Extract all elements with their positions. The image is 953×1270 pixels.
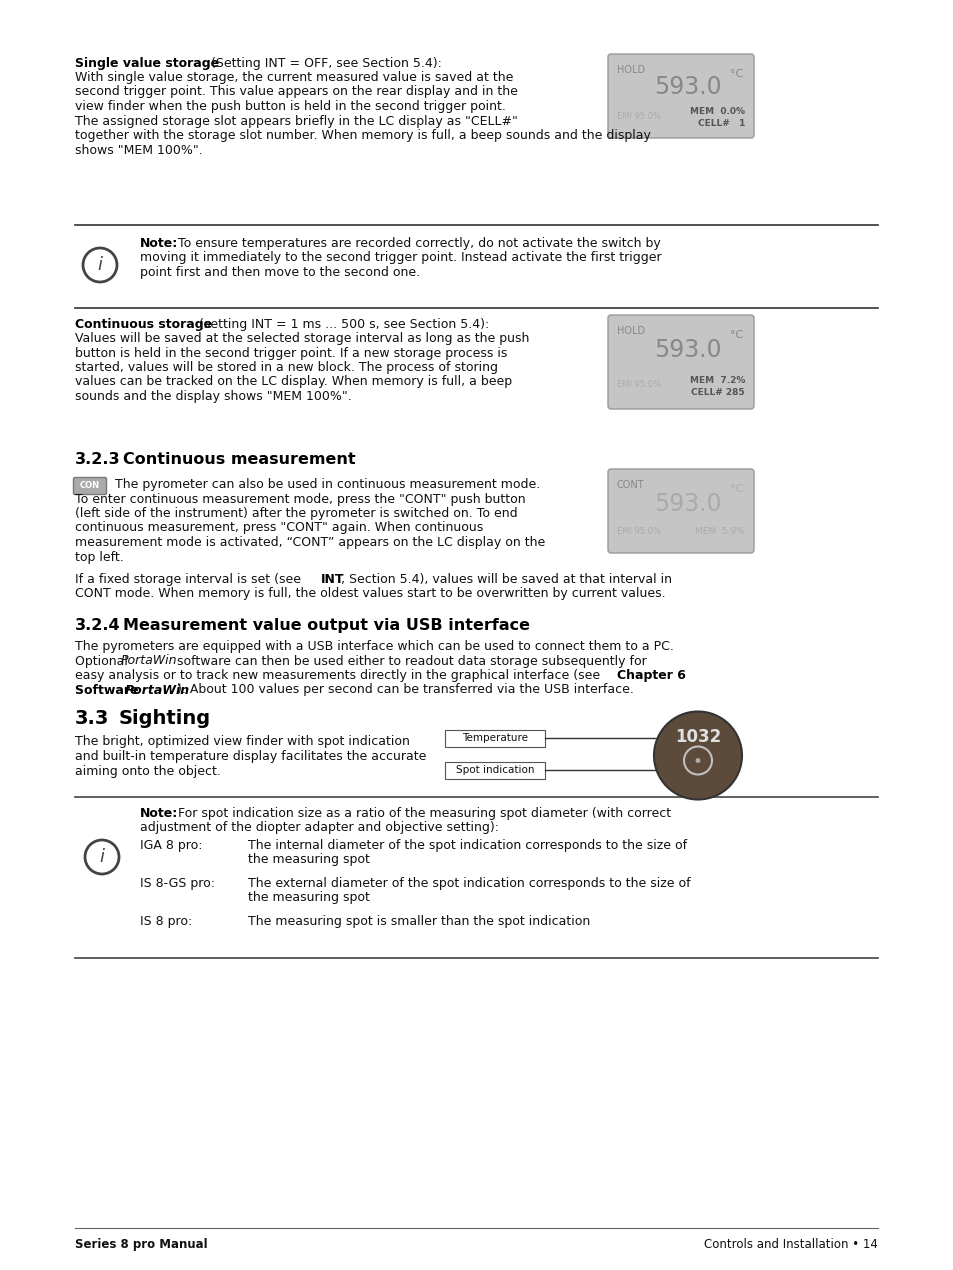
Text: continuous measurement, press "CONT" again. When continuous: continuous measurement, press "CONT" aga…	[75, 522, 483, 535]
Text: adjustment of the diopter adapter and objective setting):: adjustment of the diopter adapter and ob…	[140, 822, 498, 834]
Text: Measurement value output via USB interface: Measurement value output via USB interfa…	[123, 618, 530, 632]
FancyBboxPatch shape	[444, 729, 544, 747]
Text: CELL#   1: CELL# 1	[697, 119, 744, 128]
Text: INT: INT	[320, 573, 344, 585]
Text: The measuring spot is smaller than the spot indication: The measuring spot is smaller than the s…	[248, 914, 590, 928]
Text: CONT mode. When memory is full, the oldest values start to be overwritten by cur: CONT mode. When memory is full, the olde…	[75, 588, 665, 601]
Text: HOLD: HOLD	[617, 326, 644, 337]
Text: top left.: top left.	[75, 550, 124, 564]
Text: second trigger point. This value appears on the rear display and in the: second trigger point. This value appears…	[75, 85, 517, 99]
Text: Continuous storage: Continuous storage	[75, 318, 212, 331]
Text: 593.0: 593.0	[654, 75, 721, 99]
Text: ). About 100 values per second can be transferred via the USB interface.: ). About 100 values per second can be tr…	[177, 683, 633, 696]
Text: moving it immediately to the second trigger point. Instead activate the first tr: moving it immediately to the second trig…	[140, 251, 661, 264]
Text: together with the storage slot number. When memory is full, a beep sounds and th: together with the storage slot number. W…	[75, 130, 650, 142]
Text: Controls and Installation • 14: Controls and Installation • 14	[703, 1238, 877, 1251]
FancyBboxPatch shape	[444, 762, 544, 779]
Text: sounds and the display shows "MEM 100%".: sounds and the display shows "MEM 100%".	[75, 390, 352, 403]
Text: Spot indication: Spot indication	[456, 765, 534, 775]
Text: Note:: Note:	[140, 237, 178, 250]
Text: i: i	[97, 257, 102, 274]
Text: Chapter 6: Chapter 6	[617, 669, 685, 682]
Circle shape	[695, 758, 700, 763]
Text: To enter continuous measurement mode, press the "CONT" push button: To enter continuous measurement mode, pr…	[75, 493, 525, 505]
Text: With single value storage, the current measured value is saved at the: With single value storage, the current m…	[75, 71, 513, 84]
Text: Note:: Note:	[140, 806, 178, 820]
Text: Optional: Optional	[75, 654, 132, 668]
Text: MEM  7.2%: MEM 7.2%	[689, 376, 744, 385]
Text: PortaWin: PortaWin	[121, 654, 177, 668]
Text: shows "MEM 100%".: shows "MEM 100%".	[75, 144, 203, 156]
Text: Temperature: Temperature	[461, 733, 527, 743]
Text: (Setting INT = OFF, see Section 5.4):: (Setting INT = OFF, see Section 5.4):	[207, 57, 441, 70]
Text: EMI 95.0%: EMI 95.0%	[617, 527, 660, 536]
Text: Software: Software	[75, 683, 143, 696]
Text: 1032: 1032	[674, 729, 720, 747]
FancyBboxPatch shape	[73, 478, 107, 494]
FancyBboxPatch shape	[607, 469, 753, 552]
Text: point first and then move to the second one.: point first and then move to the second …	[140, 265, 419, 279]
Text: °C: °C	[729, 330, 742, 340]
Text: view finder when the push button is held in the second trigger point.: view finder when the push button is held…	[75, 100, 505, 113]
Text: (setting INT = 1 ms ... 500 s, see Section 5.4):: (setting INT = 1 ms ... 500 s, see Secti…	[194, 318, 489, 331]
Text: The assigned storage slot appears briefly in the LC display as "CELL#": The assigned storage slot appears briefl…	[75, 114, 517, 127]
Text: 3.2.3: 3.2.3	[75, 452, 120, 467]
Text: software can then be used either to readout data storage subsequently for: software can then be used either to read…	[172, 654, 646, 668]
Text: 3.2.4: 3.2.4	[75, 618, 120, 632]
Text: and built-in temperature display facilitates the accurate: and built-in temperature display facilit…	[75, 751, 426, 763]
Text: CELL# 285: CELL# 285	[691, 389, 744, 398]
Text: Sighting: Sighting	[119, 710, 211, 729]
Text: 3.3: 3.3	[75, 710, 110, 729]
Circle shape	[654, 711, 741, 800]
Text: For spot indication size as a ratio of the measuring spot diameter (with correct: For spot indication size as a ratio of t…	[173, 806, 670, 820]
Text: (left side of the instrument) after the pyrometer is switched on. To end: (left side of the instrument) after the …	[75, 507, 517, 519]
Text: IS 8 pro:: IS 8 pro:	[140, 914, 193, 928]
Text: aiming onto the object.: aiming onto the object.	[75, 765, 221, 777]
Text: easy analysis or to track new measurements directly in the graphical interface (: easy analysis or to track new measuremen…	[75, 669, 603, 682]
Text: MEM  0.0%: MEM 0.0%	[689, 107, 744, 116]
Text: , Section 5.4), values will be saved at that interval in: , Section 5.4), values will be saved at …	[340, 573, 671, 585]
Text: CON: CON	[80, 481, 100, 490]
Text: CONT: CONT	[617, 480, 644, 490]
Text: The internal diameter of the spot indication corresponds to the size of: The internal diameter of the spot indica…	[248, 839, 686, 852]
Text: Single value storage: Single value storage	[75, 57, 219, 70]
Text: The bright, optimized view finder with spot indication: The bright, optimized view finder with s…	[75, 735, 410, 748]
Text: IGA 8 pro:: IGA 8 pro:	[140, 839, 202, 852]
Text: To ensure temperatures are recorded correctly, do not activate the switch by: To ensure temperatures are recorded corr…	[173, 237, 660, 250]
Text: i: i	[99, 848, 105, 866]
Text: IS 8-GS pro:: IS 8-GS pro:	[140, 878, 214, 890]
Text: °C: °C	[729, 69, 742, 79]
Text: Continuous measurement: Continuous measurement	[123, 452, 355, 467]
Text: The pyrometers are equipped with a USB interface which can be used to connect th: The pyrometers are equipped with a USB i…	[75, 640, 673, 653]
Text: Series 8 pro Manual: Series 8 pro Manual	[75, 1238, 208, 1251]
Text: the measuring spot: the measuring spot	[248, 853, 370, 866]
Text: button is held in the second trigger point. If a new storage process is: button is held in the second trigger poi…	[75, 347, 507, 359]
Text: 593.0: 593.0	[654, 338, 721, 362]
Text: Values will be saved at the selected storage interval as long as the push: Values will be saved at the selected sto…	[75, 331, 529, 345]
Text: The external diameter of the spot indication corresponds to the size of: The external diameter of the spot indica…	[248, 878, 690, 890]
FancyBboxPatch shape	[607, 315, 753, 409]
Text: measurement mode is activated, “CONT” appears on the LC display on the: measurement mode is activated, “CONT” ap…	[75, 536, 545, 549]
Text: values can be tracked on the LC display. When memory is full, a beep: values can be tracked on the LC display.…	[75, 376, 512, 389]
Text: MEM  5.9%: MEM 5.9%	[695, 527, 744, 536]
Text: started, values will be stored in a new block. The process of storing: started, values will be stored in a new …	[75, 361, 497, 373]
Text: If a fixed storage interval is set (see: If a fixed storage interval is set (see	[75, 573, 305, 585]
Text: EMI 95.0%: EMI 95.0%	[617, 380, 660, 389]
FancyBboxPatch shape	[607, 55, 753, 138]
Text: the measuring spot: the measuring spot	[248, 892, 370, 904]
Text: °C: °C	[729, 484, 742, 494]
Text: The pyrometer can also be used in continuous measurement mode.: The pyrometer can also be used in contin…	[111, 478, 539, 491]
Text: HOLD: HOLD	[617, 65, 644, 75]
Text: PortaWin: PortaWin	[125, 683, 190, 696]
Text: EMI 95.0%: EMI 95.0%	[617, 112, 660, 121]
Text: 593.0: 593.0	[654, 491, 721, 516]
